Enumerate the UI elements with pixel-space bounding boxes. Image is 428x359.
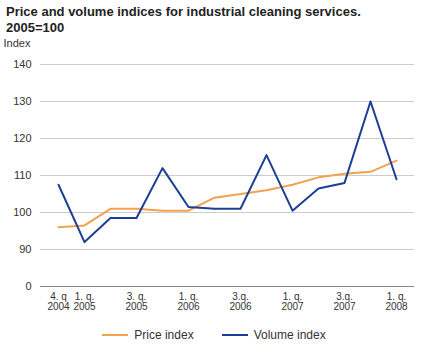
svg-text:110: 110 (14, 169, 32, 181)
svg-text:1. q.2006: 1. q.2006 (177, 291, 200, 312)
svg-text:1. q.2008: 1. q.2008 (385, 291, 408, 312)
svg-text:1. q.2005: 1. q.2005 (73, 291, 96, 312)
svg-text:120: 120 (13, 132, 31, 144)
html-text:Volume index: Volume index (253, 328, 326, 342)
svg-text:Index: Index (4, 37, 31, 49)
svg-text:90: 90 (19, 243, 31, 255)
svg-text:3.q.2007: 3.q.2007 (333, 291, 356, 312)
svg-text:130: 130 (13, 95, 31, 107)
svg-text:3.q.2006: 3.q.2006 (229, 291, 252, 312)
svg-text:1. q.2007: 1. q.2007 (281, 291, 304, 312)
svg-text:4. q2004: 4. q2004 (47, 291, 70, 312)
html-text:Price and volume indices for i: Price and volume indices for industrial … (6, 4, 361, 19)
svg-text:140: 140 (13, 58, 31, 70)
svg-text:3. q.2005: 3. q.2005 (125, 291, 148, 312)
svg-text:0: 0 (25, 280, 31, 292)
html-text:2005=100: 2005=100 (6, 20, 65, 35)
html-text:Price index: Price index (134, 328, 194, 342)
svg-text:100: 100 (13, 206, 31, 218)
